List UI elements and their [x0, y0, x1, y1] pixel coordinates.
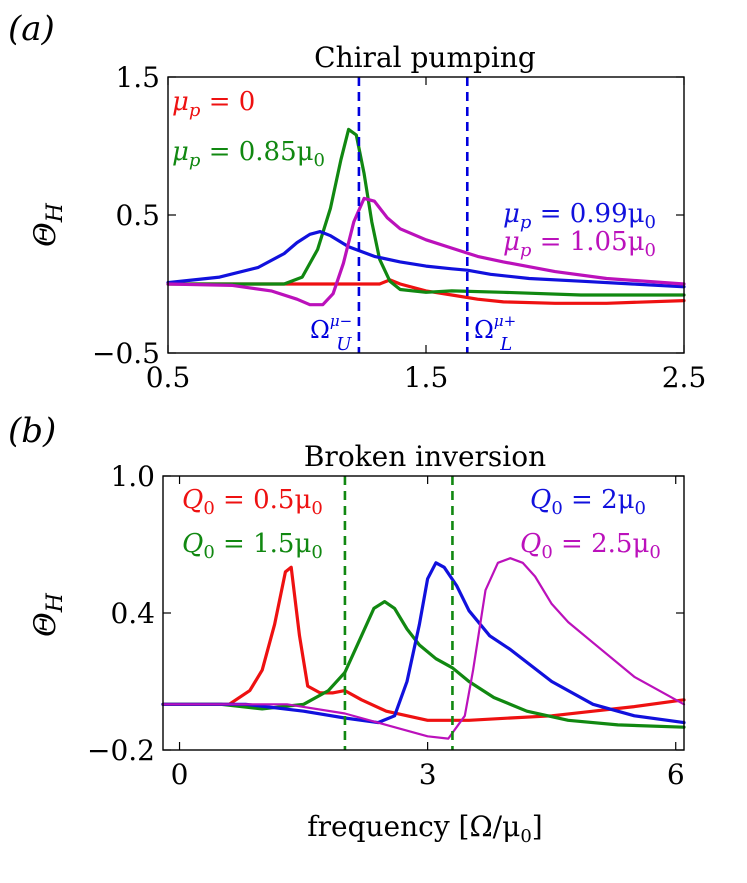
panel-b-legend-q0-15: Q0 = 1.5μ0 — [182, 529, 323, 563]
panel-a-y-axis-label: ΘH — [28, 202, 68, 247]
panel-b-y-axis-label: ΘH — [28, 592, 68, 637]
panel-b-y-tick-label: −0.2 — [87, 734, 155, 767]
panel-a-x-tick-label: 2.5 — [662, 361, 707, 394]
panel-a-series-line-4 — [166, 196, 686, 307]
panel-a-series-line-3 — [166, 230, 686, 289]
panel-b-title: Broken inversion — [304, 440, 546, 473]
panel-b-ylabel-main: Θ — [28, 612, 63, 637]
panel-b-ylabel-sub: H — [43, 592, 68, 613]
panel-b-y-tick-label: 0.4 — [110, 597, 155, 630]
panel-a-ylabel-main: Θ — [28, 222, 63, 247]
panel-b-x-tick-label: 6 — [667, 758, 685, 791]
panel-b-label: (b) — [8, 411, 56, 451]
panel-a-y-tick-label: −0.5 — [92, 337, 160, 370]
panel-b-legend-q0-25: Q0 = 2.5μ0 — [520, 529, 661, 563]
panel-a: (a) Chiral pumping ΘH 0.5 1.5 2.5−0.50.51.… — [8, 9, 706, 394]
panel-b-series-line-1 — [161, 565, 686, 722]
panel-a-legend-mu-p-085: μp = 0.85μ0 — [172, 137, 325, 171]
panel-b-x-tick-label: 3 — [419, 758, 437, 791]
panel-a-legend-mu-p-105: μp = 1.05μ0 — [503, 227, 656, 261]
panel-b-legend-q0-2: Q0 = 2μ0 — [530, 485, 646, 519]
panel-a-x-tick-label: 1.5 — [404, 361, 449, 394]
panel-b-x-tick-label: 0 — [171, 758, 189, 791]
panel-b-y-tick-label: 1.0 — [110, 460, 155, 493]
panel-a-y-tick-label: 0.5 — [115, 199, 160, 232]
panel-a-y-tick-label: 1.5 — [115, 61, 160, 94]
panel-a-omega-l-annotation: Ωμ+ L — [474, 312, 516, 355]
panel-a-x-tick-label: 0.5 — [146, 361, 191, 394]
panel-a-legend-mu-p-0: μp = 0 — [172, 87, 255, 121]
panel-a-ylabel-sub: H — [43, 202, 68, 223]
panel-a-legend-mu-p-099: μp = 0.99μ0 — [503, 199, 656, 233]
panel-b-series-line-2 — [161, 599, 686, 729]
panel-a-plot-frame — [167, 76, 685, 354]
panel-a-title: Chiral pumping — [314, 41, 536, 74]
panel-b-series-line-3 — [161, 561, 686, 725]
panel-b: (b) Broken inversion ΘH 0 3 6 −0.2 0.4 1.0 Q0… — [8, 411, 686, 847]
panel-a-series-line-2 — [166, 127, 686, 297]
panel-a-label: (a) — [8, 9, 55, 49]
panel-a-series-line-1 — [166, 278, 686, 305]
panel-b-x-axis-label: frequency [Ω/μ0] — [307, 810, 542, 847]
panel-b-series-line-4 — [161, 557, 686, 740]
panel-b-legend-q0-05: Q0 = 0.5μ0 — [182, 485, 323, 519]
panel-b-plot-frame — [162, 475, 685, 751]
panel-a-omega-u-annotation: Ωμ− U — [310, 312, 352, 355]
